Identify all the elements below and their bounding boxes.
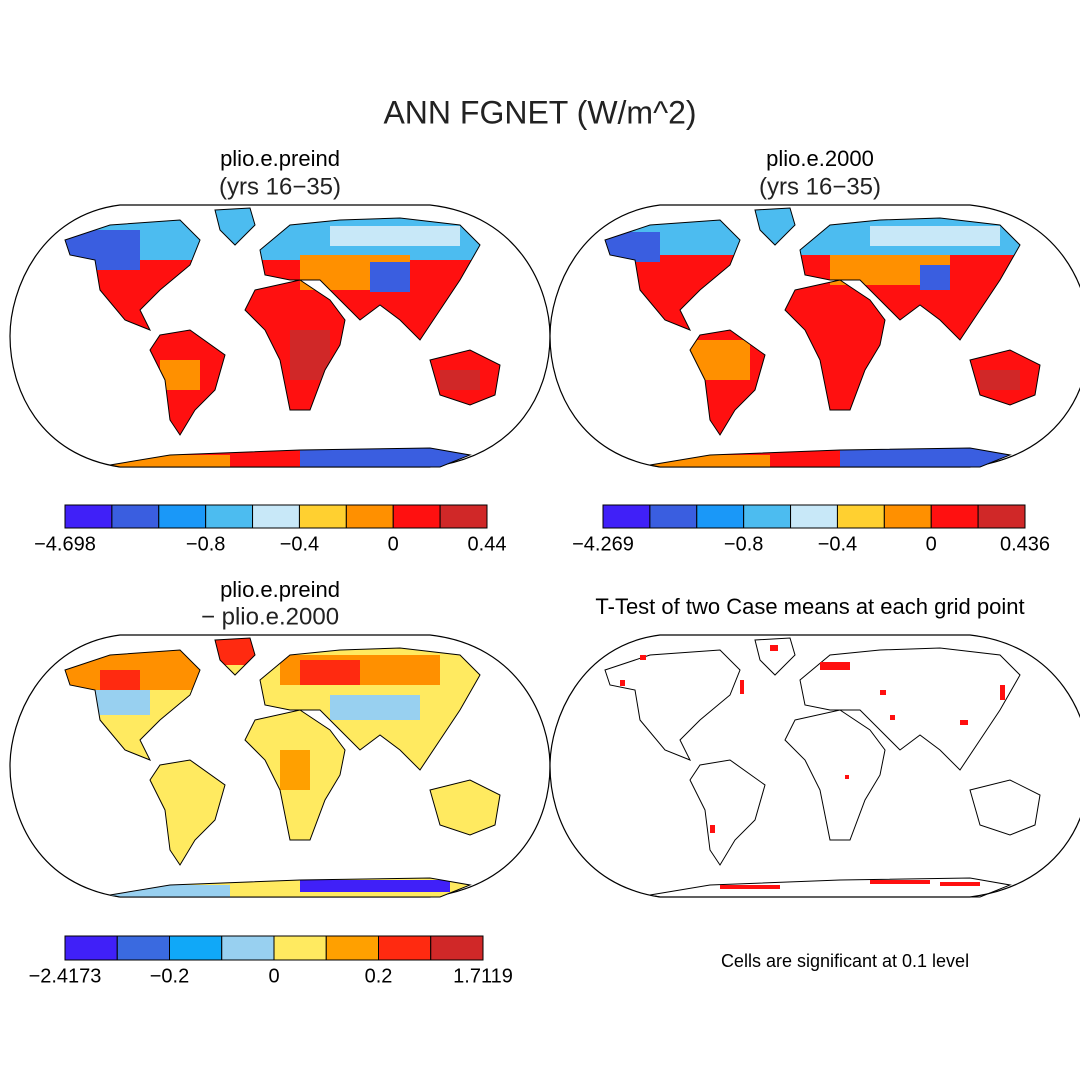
panel-title: T-Test of two Case means at each grid po… <box>595 594 1024 619</box>
colorbar-label: −0.8 <box>186 533 225 555</box>
colorbar-swatch <box>439 504 488 529</box>
map <box>9 204 551 468</box>
colorbar-swatch <box>345 504 394 529</box>
colorbar-label: −4.698 <box>34 533 96 555</box>
panel-subtitle: (yrs 16−35) <box>219 173 341 200</box>
panel-title: plio.e.preind <box>220 577 340 602</box>
colorbar-swatch <box>325 935 379 961</box>
colorbar-label: −4.269 <box>572 533 634 555</box>
colorbar-swatch <box>205 504 254 529</box>
colorbar-swatch <box>930 504 979 529</box>
colorbar-swatch <box>111 504 160 529</box>
colorbar-swatch <box>158 504 207 529</box>
colorbar-label: −0.4 <box>280 533 319 555</box>
colorbar-swatch <box>836 504 885 529</box>
colorbar-label: 0.44 <box>468 533 507 555</box>
colorbar-swatch <box>64 504 113 529</box>
colorbar-label: 0.2 <box>365 965 393 987</box>
colorbar-swatch <box>116 935 170 961</box>
colorbar-label: 0 <box>388 533 399 555</box>
colorbar-label: −0.2 <box>150 965 189 987</box>
colorbar-label: 0.436 <box>1000 533 1050 555</box>
panel-title: plio.e.preind <box>220 146 340 171</box>
colorbar-label: −0.4 <box>818 533 857 555</box>
colorbar-swatch <box>169 935 223 961</box>
colorbar-label: −2.4173 <box>29 965 102 987</box>
colorbar-swatch <box>977 504 1026 529</box>
map <box>549 634 1080 898</box>
colorbar-swatch <box>883 504 932 529</box>
colorbar-swatch <box>273 935 327 961</box>
colorbar-swatch <box>696 504 745 529</box>
panel-subtitle: − plio.e.2000 <box>201 603 339 630</box>
colorbar-swatch <box>743 504 792 529</box>
colorbar-label: 0 <box>268 965 279 987</box>
panel-note: Cells are significant at 0.1 level <box>721 951 969 971</box>
colorbar-swatch <box>298 504 347 529</box>
colorbar-swatch <box>790 504 838 529</box>
panel-title: plio.e.2000 <box>766 146 874 171</box>
colorbar-label: 1.7119 <box>453 965 513 987</box>
colorbar-swatch <box>649 504 698 529</box>
figure-title: ANN FGNET (W/m^2) <box>383 94 696 130</box>
colorbar-swatch <box>378 935 432 961</box>
panel-subtitle: (yrs 16−35) <box>759 173 881 200</box>
colorbar-swatch <box>602 504 651 529</box>
colorbar-label: 0 <box>926 533 937 555</box>
colorbar-label: −0.8 <box>724 533 763 555</box>
colorbar-swatch <box>430 935 484 961</box>
colorbar-swatch <box>252 504 300 529</box>
colorbar-swatch <box>64 935 118 961</box>
map <box>549 204 1080 468</box>
colorbar-swatch <box>392 504 441 529</box>
map <box>9 634 551 898</box>
colorbar-swatch <box>221 935 275 961</box>
